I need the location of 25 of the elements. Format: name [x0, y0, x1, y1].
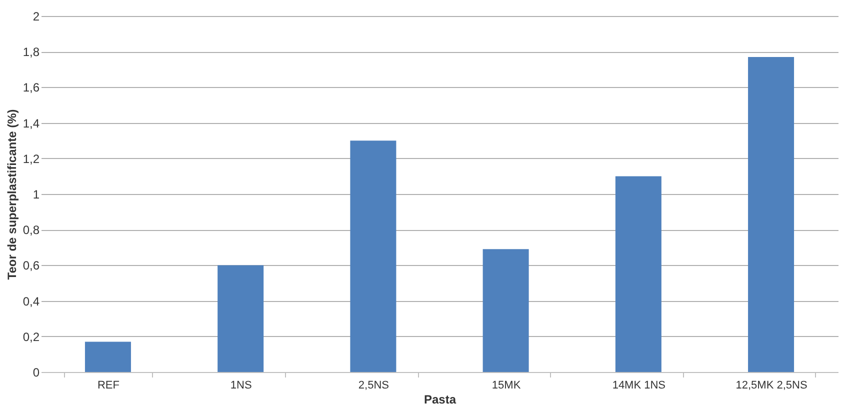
bar	[615, 176, 662, 372]
x-axis-title: Pasta	[424, 392, 456, 406]
y-tick-label: 0	[32, 366, 40, 380]
bar	[748, 56, 794, 372]
y-axis-title: Teor de superplastificante (%)	[4, 109, 19, 280]
bar	[84, 342, 131, 372]
y-tick-label: 2	[32, 10, 40, 24]
bar	[482, 249, 529, 372]
y-tick-label: 1,4	[22, 116, 40, 130]
y-tick-label: 1	[32, 188, 40, 202]
y-tick-label: 0,6	[22, 258, 40, 273]
y-tick-label: 1,6	[22, 80, 40, 95]
x-tick-label: 2,5NS	[358, 380, 389, 392]
y-tick-label: 0,2	[22, 330, 40, 344]
y-tick-label: 0,4	[22, 294, 40, 308]
y-tick-label: 0,8	[22, 223, 40, 238]
x-tick-label: 14MK 1NS	[612, 380, 666, 392]
bar	[350, 140, 396, 372]
x-tick-label: 15MK	[492, 380, 522, 392]
x-tick-label: REF	[97, 380, 120, 392]
bar	[218, 265, 264, 372]
y-tick-label: 1,8	[22, 45, 40, 60]
y-tick-label: 1,2	[22, 152, 40, 166]
x-tick-label: 12,5MK 2,5NS	[736, 380, 808, 392]
x-tick-label: 1NS	[230, 380, 252, 392]
